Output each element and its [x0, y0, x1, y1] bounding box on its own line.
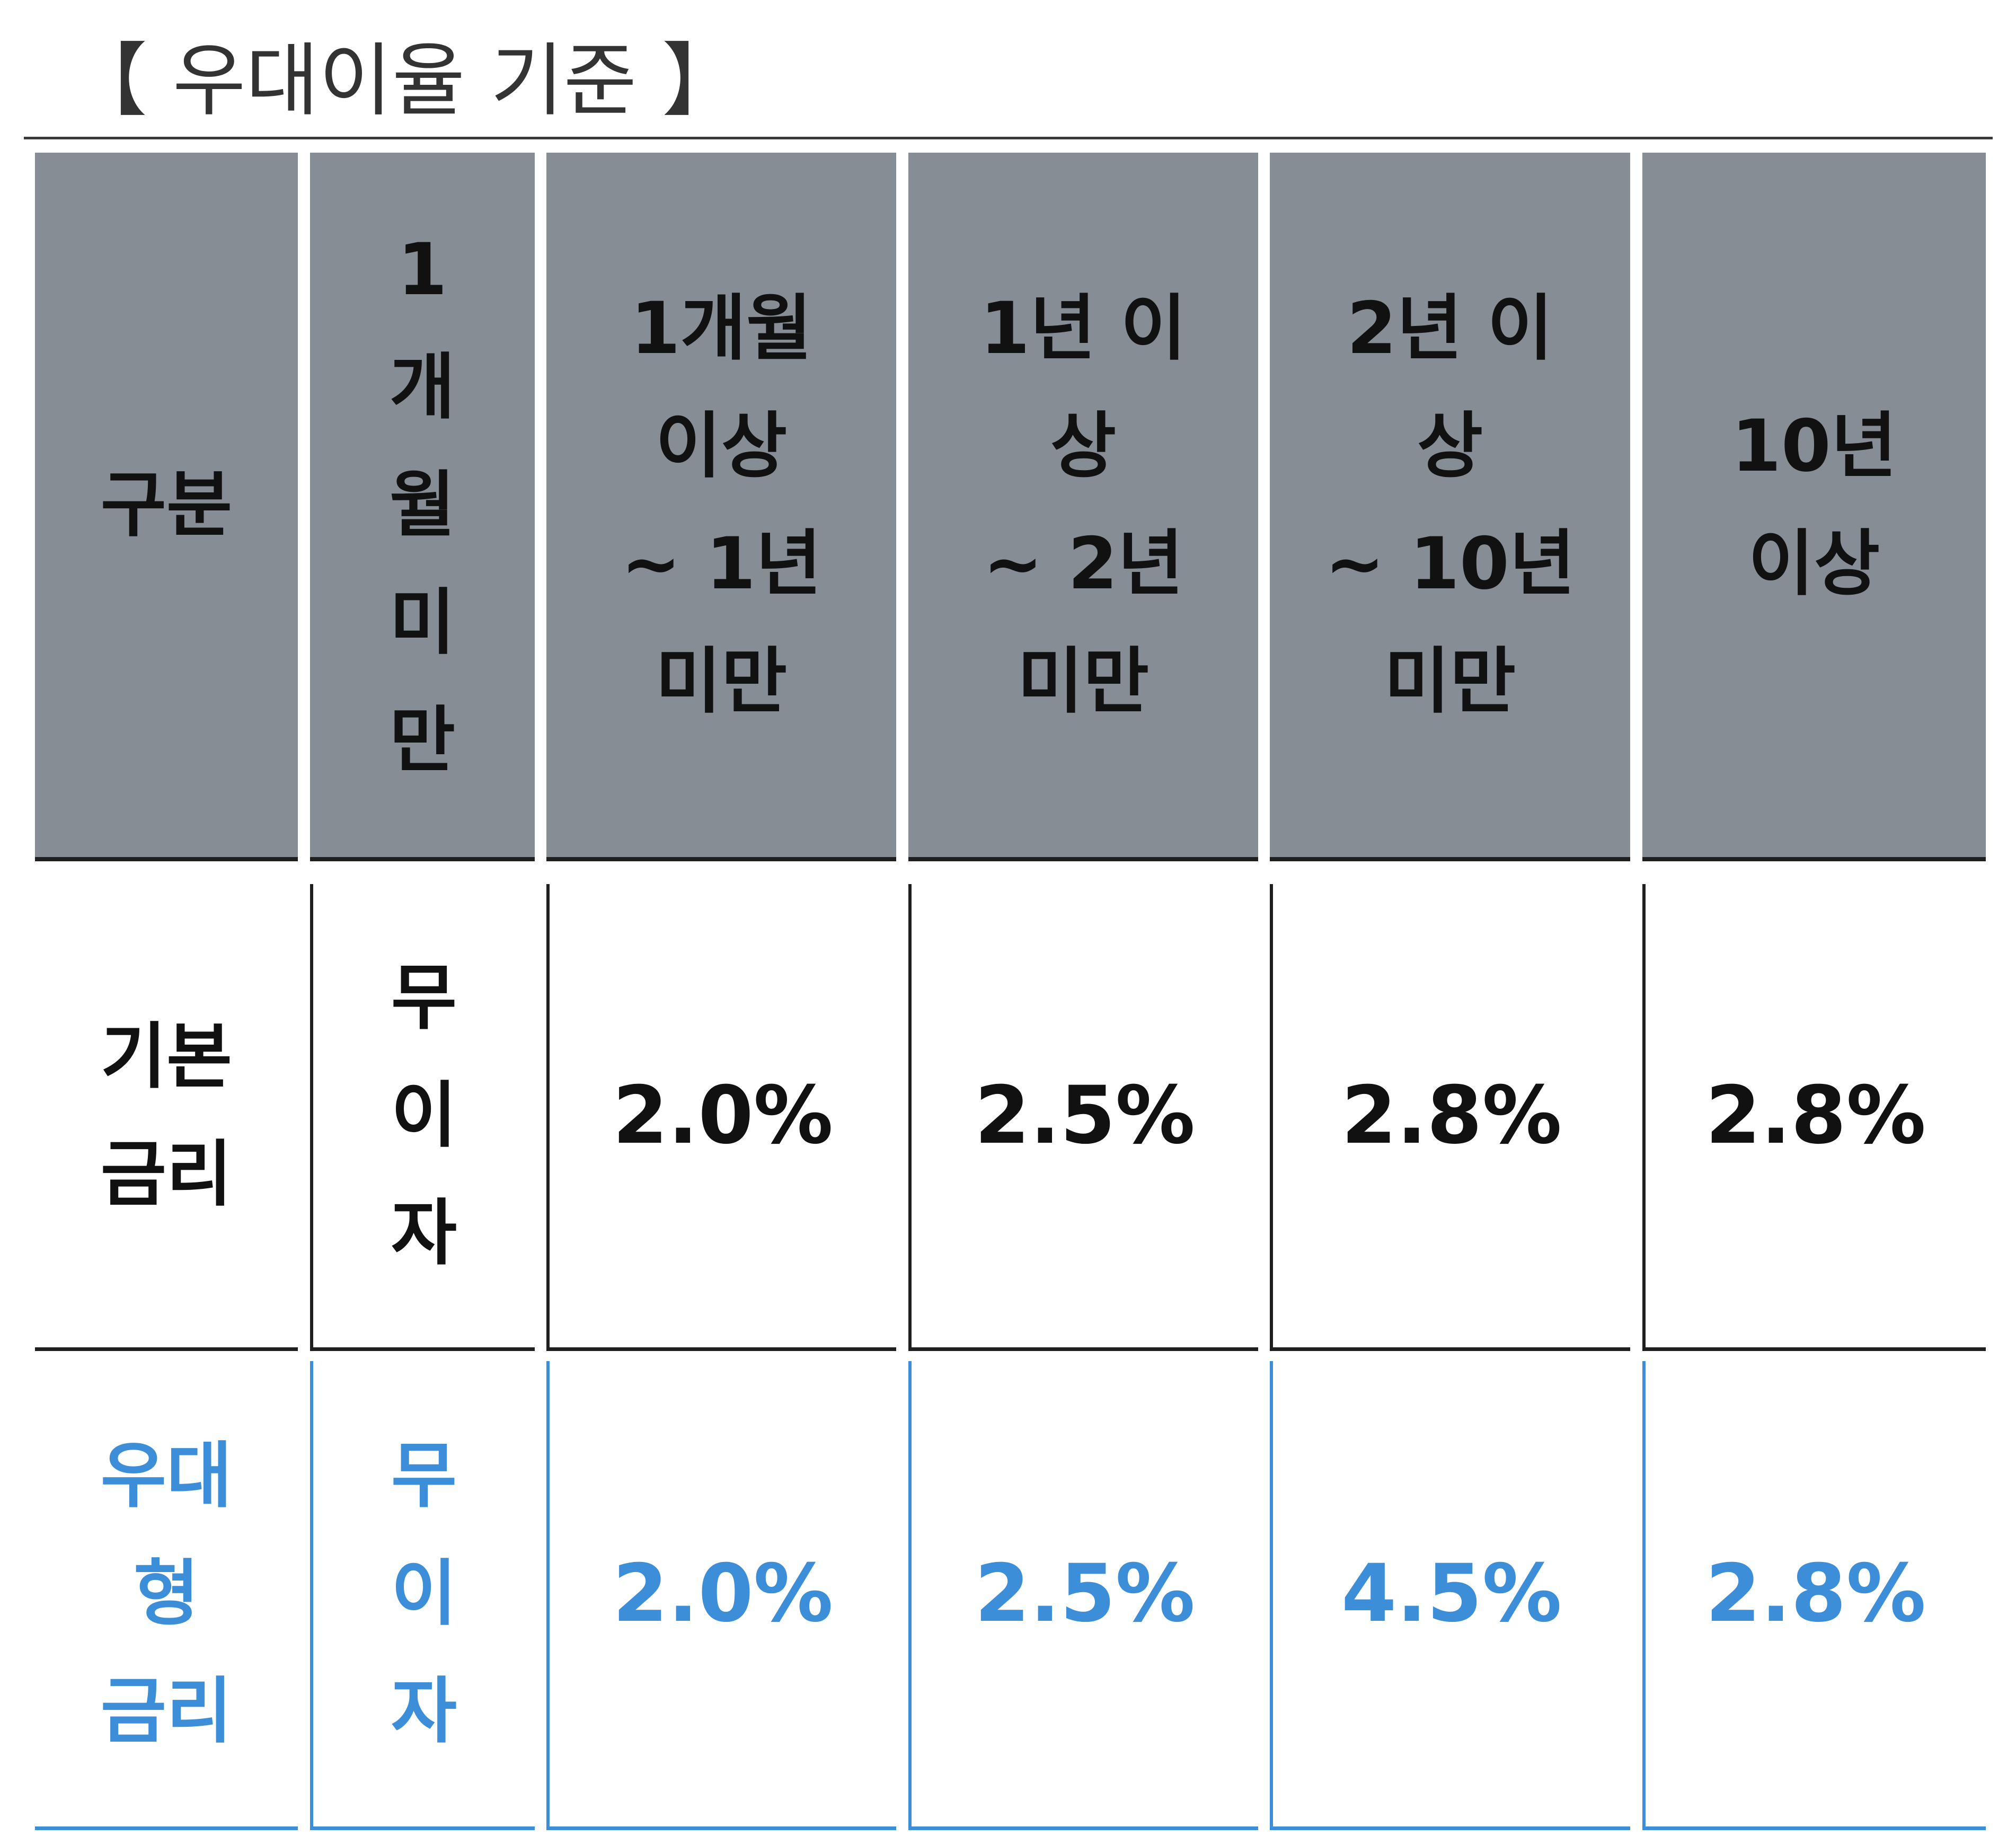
- table-cell: 2.5%: [912, 1361, 1258, 1826]
- cell-value: 2.5%: [974, 1070, 1195, 1162]
- row1-column-divider: [546, 884, 550, 1350]
- header-cell-under-1-month: 1 개 월 미 만: [310, 153, 535, 861]
- header-text: 구분: [100, 463, 233, 546]
- row2-bottom-rule: [1270, 1826, 1630, 1830]
- header-text: 2년 이 상 ~ 10년 미만: [1324, 286, 1576, 723]
- row2-bottom-rule: [546, 1826, 896, 1830]
- cell-value: 2.0%: [612, 1548, 833, 1640]
- row-label: 기본 금리: [100, 1015, 233, 1216]
- cell-value: 2.8%: [1705, 1548, 1926, 1640]
- cell-value: 4.5%: [1341, 1548, 1562, 1640]
- row1-column-divider: [310, 884, 313, 1350]
- row2-column-divider: [1642, 1361, 1646, 1829]
- header-text: 1년 이 상 ~ 2년 미만: [980, 286, 1187, 723]
- header-text: 1 개 월 미 만: [389, 227, 456, 782]
- row1-column-divider: [1270, 884, 1273, 1350]
- header-cell-2-to-10-years: 2년 이 상 ~ 10년 미만: [1270, 153, 1630, 861]
- cell-value: 무 이 자: [391, 956, 457, 1275]
- row1-bottom-rule: [1642, 1347, 1986, 1351]
- row1-column-divider: [908, 884, 912, 1350]
- table-cell: 무 이 자: [313, 1361, 535, 1826]
- row1-bottom-rule: [1270, 1347, 1630, 1351]
- cell-value: 2.8%: [1341, 1070, 1562, 1162]
- row2-column-divider: [1270, 1361, 1273, 1829]
- row2-bottom-rule: [35, 1826, 298, 1830]
- table-cell: 2.8%: [1273, 884, 1630, 1347]
- table-cell: 2.0%: [550, 1361, 896, 1826]
- row1-bottom-rule: [908, 1347, 1258, 1351]
- header-text: 1개월 이상 ~ 1년 미만: [621, 286, 822, 723]
- row2-column-divider: [546, 1361, 550, 1829]
- row2-column-divider: [310, 1361, 313, 1829]
- row-label: 우대 형 금리: [100, 1434, 233, 1753]
- table-row-basic-rate-label: 기본 금리: [35, 884, 298, 1347]
- cell-value: 2.5%: [974, 1548, 1195, 1640]
- table-cell: 무 이 자: [313, 884, 535, 1347]
- header-cell-category: 구분: [35, 153, 298, 861]
- header-cell-1-month-to-1-year: 1개월 이상 ~ 1년 미만: [546, 153, 896, 861]
- table-cell: 2.5%: [912, 884, 1258, 1347]
- cell-value: 무 이 자: [391, 1434, 457, 1753]
- table-cell: 2.0%: [550, 884, 896, 1347]
- table-cell: 4.5%: [1273, 1361, 1630, 1826]
- cell-value: 2.8%: [1705, 1070, 1926, 1162]
- table-cell: 2.8%: [1646, 1361, 1986, 1826]
- header-text: 10년 이상: [1731, 404, 1897, 605]
- row1-bottom-rule: [35, 1347, 298, 1351]
- header-cell-1-to-2-years: 1년 이 상 ~ 2년 미만: [908, 153, 1258, 861]
- row2-bottom-rule: [908, 1826, 1258, 1830]
- row2-bottom-rule: [1642, 1826, 1986, 1830]
- header-cell-over-10-years: 10년 이상: [1642, 153, 1986, 861]
- table-cell: 2.8%: [1646, 884, 1986, 1347]
- page-title: 【 우대이율 기준 】: [68, 35, 742, 127]
- row2-column-divider: [908, 1361, 912, 1829]
- row2-bottom-rule: [310, 1826, 535, 1830]
- cell-value: 2.0%: [612, 1070, 833, 1162]
- table-row-preferential-rate-label: 우대 형 금리: [35, 1361, 298, 1826]
- row1-bottom-rule: [310, 1347, 535, 1351]
- title-divider: [24, 137, 1993, 139]
- row1-bottom-rule: [546, 1347, 896, 1351]
- row1-column-divider: [1642, 884, 1646, 1350]
